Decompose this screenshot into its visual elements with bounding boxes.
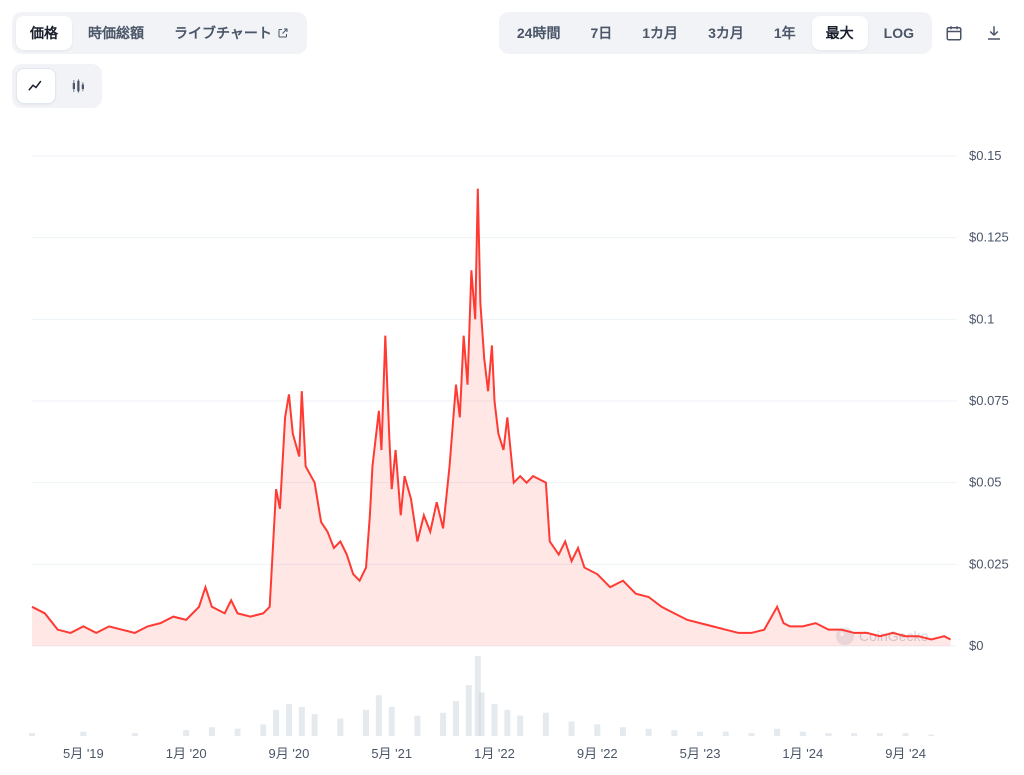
tab-label: LOG xyxy=(884,25,914,41)
range-tab-3[interactable]: 3カ月 xyxy=(694,16,758,50)
volume-bar xyxy=(80,732,86,736)
tab-label: 7日 xyxy=(590,23,612,43)
tab-label: 最大 xyxy=(826,23,854,43)
range-tab-5[interactable]: 最大 xyxy=(812,16,868,50)
x-axis-label: 5月 '23 xyxy=(680,746,721,761)
volume-bar xyxy=(273,710,279,736)
volume-bar xyxy=(774,729,780,736)
y-axis-label: $0.025 xyxy=(969,556,1009,571)
tab-label: 3カ月 xyxy=(708,23,744,43)
volume-bar xyxy=(453,701,459,736)
range-tab-4[interactable]: 1年 xyxy=(760,16,810,50)
volume-bar xyxy=(440,713,446,736)
line-chart-button[interactable] xyxy=(16,68,56,104)
volume-bar xyxy=(723,732,729,736)
range-tab-2[interactable]: 1カ月 xyxy=(628,16,692,50)
volume-bar xyxy=(132,733,138,736)
volume-bar xyxy=(620,727,626,736)
volume-bar xyxy=(903,733,909,736)
volume-bar xyxy=(235,729,241,736)
x-axis-label: 5月 '19 xyxy=(63,746,104,761)
volume-bar xyxy=(877,733,883,736)
volume-bar xyxy=(826,733,832,736)
volume-bar xyxy=(466,685,472,736)
volume-bar xyxy=(646,729,652,736)
view-tab-1[interactable]: 時価総額 xyxy=(74,16,158,50)
download-icon xyxy=(985,24,1003,42)
volume-bar xyxy=(183,730,189,736)
volume-bar xyxy=(260,724,266,736)
chart-type-tabs xyxy=(12,64,102,108)
volume-bar xyxy=(286,704,292,736)
calendar-button[interactable] xyxy=(936,15,972,51)
chart-area: $0$0.025$0.05$0.075$0.1$0.125$0.15CoinGe… xyxy=(12,116,1012,766)
volume-bar xyxy=(504,710,510,736)
y-axis-label: $0.1 xyxy=(969,311,994,326)
volume-bar xyxy=(479,692,485,736)
download-button[interactable] xyxy=(976,15,1012,51)
volume-bar xyxy=(697,732,703,736)
y-axis-label: $0.05 xyxy=(969,475,1002,490)
tab-label: 時価総額 xyxy=(88,23,144,43)
view-tab-0[interactable]: 価格 xyxy=(16,16,72,50)
tab-label: ライブチャート xyxy=(174,23,272,43)
x-axis-label: 9月 '24 xyxy=(885,746,926,761)
y-axis-label: $0.15 xyxy=(969,148,1002,163)
price-area xyxy=(32,189,951,646)
range-tab-0[interactable]: 24時間 xyxy=(503,16,575,50)
tab-label: 1年 xyxy=(774,23,796,43)
chart-container: 価格 時価総額 ライブチャート 24時間 7日 1カ月 3カ月 1年 最大 LOG $0 $0.0… xyxy=(0,0,1024,775)
tab-label: 価格 xyxy=(30,23,58,43)
volume-bar xyxy=(209,727,215,736)
line-chart-icon xyxy=(27,77,45,95)
price-chart[interactable]: $0$0.025$0.05$0.075$0.1$0.125$0.15CoinGe… xyxy=(12,116,1012,766)
x-axis-label: 1月 '22 xyxy=(474,746,515,761)
volume-bar xyxy=(492,704,498,736)
volume-bar xyxy=(312,714,318,736)
range-tab-6[interactable]: LOG xyxy=(870,16,928,50)
x-axis-label: 5月 '21 xyxy=(371,746,412,761)
volume-bar xyxy=(517,716,523,736)
volume-bar xyxy=(569,721,575,736)
volume-bar xyxy=(363,710,369,736)
volume-bar xyxy=(376,695,382,736)
volume-bar xyxy=(671,730,677,736)
x-axis-label: 9月 '22 xyxy=(577,746,618,761)
range-tab-1[interactable]: 7日 xyxy=(576,16,626,50)
volume-bar xyxy=(299,707,305,736)
candlestick-chart-button[interactable] xyxy=(58,68,98,104)
calendar-icon xyxy=(945,24,963,42)
y-axis-label: $0.125 xyxy=(969,230,1009,245)
volume-bar xyxy=(928,735,934,736)
chart-type-row xyxy=(12,64,1012,108)
toolbar-left: 価格 時価総額 ライブチャート xyxy=(12,12,307,54)
y-axis-label: $0 xyxy=(969,638,983,653)
external-link-icon xyxy=(277,27,289,39)
view-tab-2[interactable]: ライブチャート xyxy=(160,16,303,50)
volume-bar xyxy=(800,732,806,736)
x-axis-label: 9月 '20 xyxy=(269,746,310,761)
volume-bar xyxy=(543,713,549,736)
volume-bar xyxy=(29,733,35,736)
tab-label: 1カ月 xyxy=(642,23,678,43)
volume-bar xyxy=(748,733,754,736)
tab-label: 24時間 xyxy=(517,23,561,43)
volume-bar xyxy=(389,707,395,736)
volume-bar xyxy=(337,719,343,736)
volume-bar xyxy=(851,733,857,736)
y-axis-label: $0.075 xyxy=(969,393,1009,408)
x-axis-label: 1月 '24 xyxy=(782,746,823,761)
candlestick-chart-icon xyxy=(69,77,87,95)
range-tabs: 24時間 7日 1カ月 3カ月 1年 最大 LOG xyxy=(499,12,932,54)
volume-bar xyxy=(594,724,600,736)
toolbar-right: 24時間 7日 1カ月 3カ月 1年 最大 LOG xyxy=(499,12,1012,54)
x-axis-label: 1月 '20 xyxy=(166,746,207,761)
view-tabs: 価格 時価総額 ライブチャート xyxy=(12,12,307,54)
volume-bar xyxy=(414,716,420,736)
toolbar: 価格 時価総額 ライブチャート 24時間 7日 1カ月 3カ月 1年 最大 LOG xyxy=(12,12,1012,54)
